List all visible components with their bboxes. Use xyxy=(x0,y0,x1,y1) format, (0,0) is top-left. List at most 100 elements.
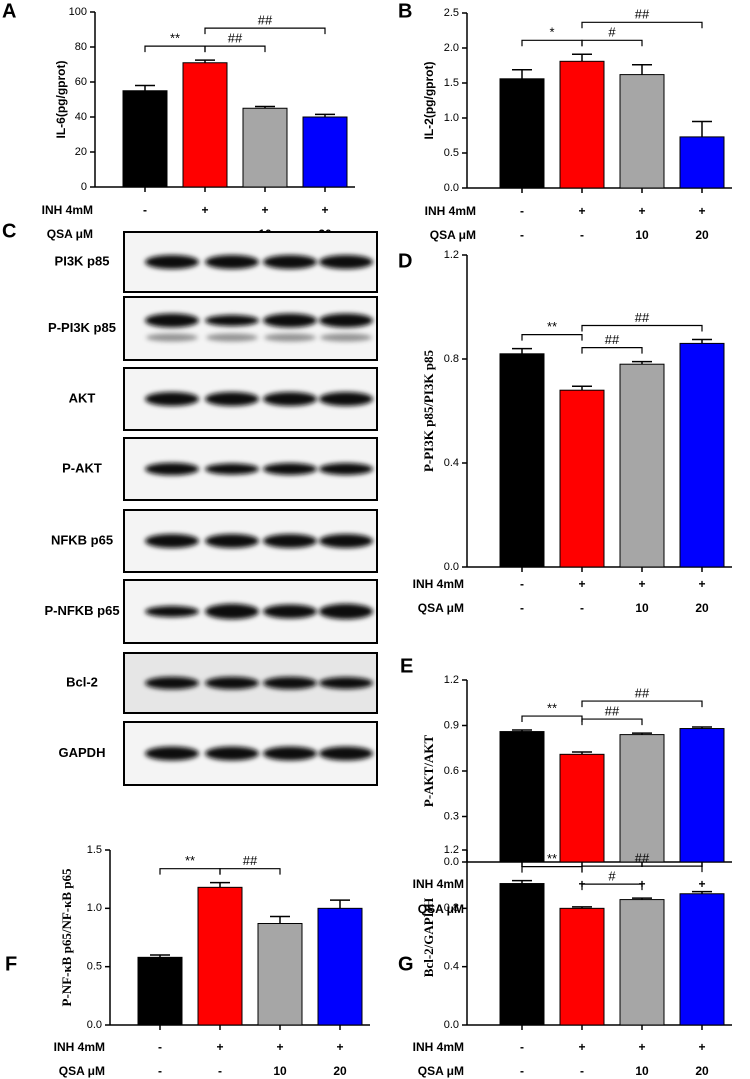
y-axis-label: P-NF-κB p65/NF-κB p65 xyxy=(59,868,74,1006)
blot-band xyxy=(263,313,317,328)
blot-band xyxy=(263,392,317,406)
condition-value: 10 xyxy=(635,228,649,242)
y-tick-label: 0.4 xyxy=(444,457,459,469)
y-axis-label: IL-6(pg/gprot) xyxy=(54,61,68,139)
condition-name: QSA μM xyxy=(430,228,476,242)
error-bar xyxy=(270,915,290,924)
condition-value: + xyxy=(638,577,645,591)
blot-band xyxy=(319,255,373,269)
condition-value: + xyxy=(698,577,705,591)
condition-value: + xyxy=(276,1040,283,1054)
condition-value: - xyxy=(580,228,584,242)
significance-bracket xyxy=(521,39,583,47)
blot-label: P-PI3K p85 xyxy=(48,320,116,335)
condition-value: + xyxy=(216,1040,223,1054)
bar xyxy=(679,728,725,863)
condition-value: 10 xyxy=(635,601,649,615)
significance-bracket xyxy=(204,27,326,35)
y-tick-label: 2.5 xyxy=(444,7,459,19)
error-bar xyxy=(150,954,170,958)
panel-label: F xyxy=(5,953,17,975)
blot-box xyxy=(123,296,378,361)
significance-bracket xyxy=(581,324,703,332)
significance-bracket xyxy=(521,866,583,873)
error-bar xyxy=(692,890,712,894)
bar xyxy=(499,78,545,189)
blot-band xyxy=(146,333,198,342)
y-tick-label: 20 xyxy=(75,146,87,158)
blot-band xyxy=(264,333,316,342)
significance-label: ** xyxy=(547,851,557,866)
y-tick-label: 1.5 xyxy=(444,77,459,89)
significance-label: # xyxy=(608,869,616,884)
error-bar xyxy=(572,53,592,62)
blot-label: NFKB p65 xyxy=(51,532,113,547)
y-tick-label: 60 xyxy=(75,76,87,88)
y-tick-label: 0.0 xyxy=(444,182,459,194)
significance-bracket xyxy=(144,45,206,53)
blot-label: P-NFKB p65 xyxy=(44,603,119,618)
blot-band xyxy=(145,313,199,328)
bar xyxy=(619,363,665,568)
error-bar xyxy=(572,906,592,909)
bar xyxy=(499,353,545,568)
blot-band xyxy=(145,746,199,761)
condition-name: INH 4mM xyxy=(54,1040,105,1054)
condition-name: QSA μM xyxy=(418,1064,464,1078)
blot-band xyxy=(319,463,373,475)
bar xyxy=(619,734,665,863)
condition-value: 10 xyxy=(635,1064,649,1078)
condition-value: + xyxy=(698,1040,705,1054)
condition-value: 10 xyxy=(273,1064,287,1078)
condition-value: - xyxy=(580,1064,584,1078)
error-bar xyxy=(315,113,335,117)
blot-band xyxy=(263,255,317,269)
condition-name: QSA μM xyxy=(59,1064,105,1078)
blot-band xyxy=(319,677,373,689)
y-tick-label: 1.2 xyxy=(444,674,459,686)
y-tick-label: 1.0 xyxy=(87,902,102,914)
error-bar xyxy=(195,59,215,63)
condition-value: + xyxy=(638,1040,645,1054)
error-bar xyxy=(512,347,532,354)
significance-bracket xyxy=(581,883,643,891)
significance-label: ## xyxy=(635,686,650,701)
blot-band xyxy=(319,313,373,328)
significance-bracket xyxy=(581,700,703,708)
error-bar xyxy=(632,64,652,75)
error-bar xyxy=(512,879,532,884)
significance-label: ** xyxy=(547,700,557,715)
condition-value: + xyxy=(261,203,268,217)
y-tick-label: 0.0 xyxy=(444,561,459,573)
condition-name: INH 4mM xyxy=(413,577,464,591)
y-tick-label: 1.2 xyxy=(444,844,459,856)
bar xyxy=(122,90,168,188)
y-tick-label: 0.5 xyxy=(87,961,102,973)
significance-bracket xyxy=(159,868,221,875)
bar xyxy=(317,907,363,1026)
blot-band xyxy=(263,746,317,761)
condition-value: + xyxy=(578,577,585,591)
y-axis-label: Bcl-2/GAPDH xyxy=(421,898,436,977)
significance-bracket xyxy=(521,334,583,341)
significance-label: ** xyxy=(547,319,557,334)
blot-band xyxy=(145,676,199,690)
y-tick-label: 0 xyxy=(81,181,87,193)
bar xyxy=(559,907,605,1026)
bar xyxy=(257,923,303,1026)
significance-label: ## xyxy=(605,332,620,347)
blot-band xyxy=(145,255,199,269)
blot-band xyxy=(320,333,372,342)
blot-band xyxy=(319,603,373,620)
blot-band xyxy=(263,534,317,548)
y-tick-label: 1.0 xyxy=(444,112,459,124)
condition-value: - xyxy=(143,203,147,217)
significance-label: ## xyxy=(635,851,650,866)
condition-value: - xyxy=(520,601,524,615)
condition-value: + xyxy=(638,204,645,218)
y-tick-label: 0.4 xyxy=(444,961,459,973)
bar xyxy=(619,74,665,189)
condition-value: + xyxy=(321,203,328,217)
condition-value: - xyxy=(520,204,524,218)
